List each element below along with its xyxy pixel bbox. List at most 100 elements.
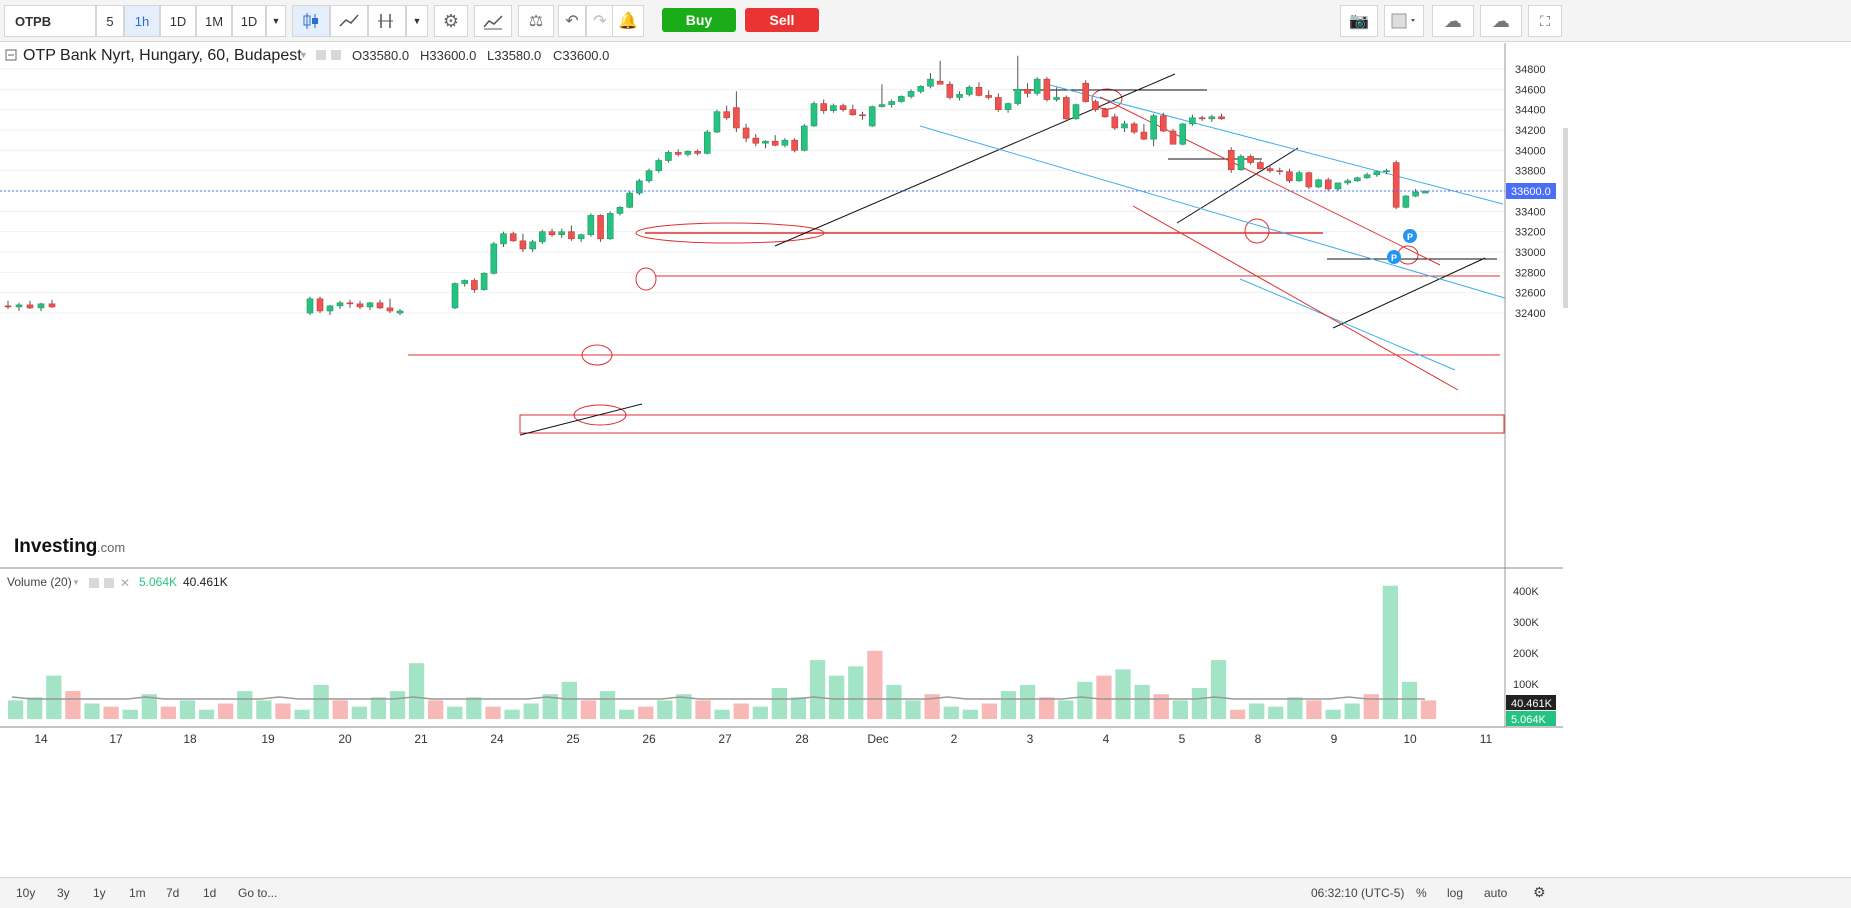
candle-body — [713, 111, 721, 133]
interval-dropdown-icon[interactable]: ▼ — [266, 5, 286, 37]
snapshot-camera-icon[interactable]: 📷 — [1340, 5, 1378, 37]
fullscreen-icon[interactable]: ⛶ — [1528, 5, 1562, 37]
cloud-upload-icon[interactable]: ☁ — [1480, 5, 1522, 37]
sell-button[interactable]: Sell — [745, 8, 819, 32]
candle-body — [490, 243, 498, 274]
down-channel-lower[interactable] — [1132, 205, 1459, 391]
volume-bar — [1306, 700, 1322, 719]
line-chart-icon[interactable] — [330, 5, 368, 37]
base-trend-line[interactable] — [519, 403, 643, 436]
volume-bar — [809, 660, 826, 719]
range-10y[interactable]: 10y — [16, 886, 36, 900]
alert-bell-icon[interactable]: 🔔 — [612, 5, 644, 37]
undo-icon[interactable]: ↶ — [558, 5, 586, 37]
triangle-trend-line[interactable] — [1176, 147, 1299, 224]
time-tick-label: 4 — [1103, 732, 1110, 746]
pin-marker-icon[interactable] — [1403, 229, 1417, 243]
volume-dropdown-icon[interactable]: ▼ — [72, 578, 80, 587]
volume-bar — [867, 650, 883, 719]
settings-gear-icon[interactable]: ⚙ — [434, 5, 468, 37]
candle-body — [655, 160, 663, 171]
goto-button[interactable]: Go to... — [238, 886, 278, 900]
legend-close: C33600.0 — [553, 48, 609, 63]
volume-close-icon[interactable]: ✕ — [120, 576, 130, 590]
volume-settings-icon[interactable] — [104, 578, 114, 588]
interval-1d[interactable]: 1D — [160, 5, 196, 37]
range-1d[interactable]: 1d — [203, 886, 217, 900]
channel-bottom-line[interactable] — [1239, 278, 1456, 371]
range-7d[interactable]: 7d — [166, 886, 180, 900]
range-1y[interactable]: 1y — [93, 886, 106, 900]
candle-body — [471, 280, 478, 290]
breakout-circle-1[interactable] — [635, 267, 657, 291]
collapse-icon[interactable] — [5, 49, 17, 61]
interval-1h[interactable]: 1h — [124, 5, 160, 37]
pin-marker-icon[interactable] — [1387, 250, 1401, 264]
support-zone-box[interactable] — [519, 414, 1505, 434]
volume-bar — [1363, 694, 1379, 719]
volume-bar — [389, 691, 406, 719]
candle-body — [868, 106, 876, 127]
range-1m[interactable]: 1m — [129, 886, 146, 900]
top-circle[interactable] — [1091, 88, 1123, 110]
price-tick-label: 33800 — [1515, 166, 1546, 178]
volume-bar — [638, 706, 654, 719]
channel-lower-line[interactable] — [919, 125, 1516, 302]
color-picker-icon[interactable] — [1384, 5, 1424, 37]
interval-1d-custom[interactable]: 1D — [232, 5, 266, 37]
auto-toggle[interactable]: auto — [1484, 886, 1508, 900]
volume-bar — [504, 709, 520, 719]
log-toggle[interactable]: log — [1447, 886, 1464, 900]
cloud-download-icon[interactable]: ☁ — [1432, 5, 1474, 37]
percent-toggle[interactable]: % — [1416, 886, 1427, 900]
candle-body — [1218, 116, 1225, 120]
volume-bar — [84, 703, 100, 719]
candle-body — [917, 85, 925, 92]
breakout-circle-2[interactable] — [581, 344, 613, 366]
breakdown-circle[interactable] — [1244, 218, 1270, 244]
candle-body — [509, 233, 517, 242]
title-dropdown-icon[interactable]: ▼ — [299, 50, 308, 60]
candle-body — [1257, 162, 1264, 169]
interval-1m[interactable]: 1M — [196, 5, 232, 37]
symbol-input[interactable]: OTPB — [4, 5, 96, 37]
drawing-tools-icon[interactable] — [368, 5, 406, 37]
settings-mini-icon[interactable] — [331, 50, 341, 60]
volume-bar — [122, 709, 138, 719]
interval-5[interactable]: 5 — [96, 5, 124, 37]
time-tick-label: 21 — [414, 732, 428, 746]
price-axis-bg — [1505, 43, 1563, 877]
resistance-ellipse[interactable] — [635, 222, 825, 244]
drawing-dropdown-icon[interactable]: ▼ — [406, 5, 428, 37]
redo-icon[interactable]: ↷ — [586, 5, 614, 37]
candle-body — [1276, 170, 1284, 172]
buy-button[interactable]: Buy — [662, 8, 736, 32]
volume-bar — [599, 691, 616, 719]
candlestick-icon[interactable] — [292, 5, 330, 37]
candle-body — [801, 125, 808, 151]
candle-body — [1305, 172, 1313, 188]
uptrend-line[interactable] — [774, 73, 1176, 247]
time-tick-label: 10 — [1403, 732, 1417, 746]
chart-settings-gear-icon[interactable]: ⚙ — [1533, 884, 1546, 900]
volume-bar — [1077, 681, 1093, 719]
range-3y[interactable]: 3y — [57, 886, 70, 900]
drawings[interactable]: PP — [408, 73, 1516, 436]
recent-trend-line[interactable] — [1332, 257, 1486, 329]
scrollbar[interactable] — [1563, 128, 1568, 308]
volume-bar — [1039, 697, 1055, 719]
chart-canvas[interactable]: PP 3240032600328003300033200334003360033… — [0, 43, 1851, 877]
base-circle[interactable] — [573, 404, 627, 426]
channel-upper-line[interactable] — [1049, 84, 1504, 205]
pin-marker-glyph: P — [1391, 253, 1397, 263]
candle-body — [548, 231, 556, 236]
volume-bar — [1344, 703, 1360, 719]
candle-body — [907, 91, 915, 97]
eye-icon[interactable] — [316, 50, 326, 60]
candle-body — [519, 240, 527, 250]
indicators-icon[interactable] — [474, 5, 512, 37]
compare-scale-icon[interactable]: ⚖ — [518, 5, 554, 37]
volume-value-1: 5.064K — [139, 575, 177, 589]
volume-eye-icon[interactable] — [89, 578, 99, 588]
volume-bar — [886, 684, 902, 719]
